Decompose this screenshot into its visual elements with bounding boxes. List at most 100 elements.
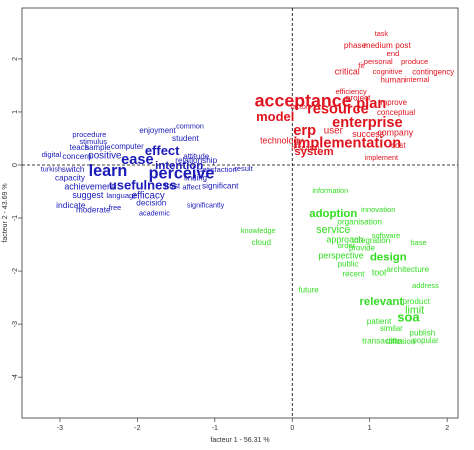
- word: result: [234, 164, 253, 173]
- word: critical: [335, 67, 360, 77]
- word: academic: [139, 209, 170, 218]
- word: recent: [343, 269, 366, 278]
- word: effect: [145, 143, 180, 158]
- word: architecture: [386, 265, 429, 274]
- plot-frame: [21, 7, 459, 419]
- word: diffusion: [386, 337, 415, 346]
- word: patient: [367, 317, 392, 326]
- word: end: [387, 49, 400, 58]
- y-tick-label: 2: [12, 57, 19, 61]
- word: model: [256, 109, 294, 124]
- word: satisfaction: [199, 165, 237, 174]
- word: address: [412, 281, 439, 290]
- y-tick-label: -4: [12, 374, 19, 380]
- word: design: [370, 251, 407, 263]
- word: factor: [290, 102, 309, 111]
- y-axis-title: facteur 2 - 43.69 %: [2, 183, 9, 242]
- word: knowledge: [241, 226, 276, 235]
- word: soa: [397, 310, 420, 325]
- word: trust: [164, 181, 181, 190]
- word: computer: [111, 142, 144, 151]
- y-tick-label: 0: [12, 163, 19, 167]
- word: improve: [379, 98, 408, 107]
- word: turkish: [41, 165, 62, 174]
- word: finding: [184, 173, 207, 182]
- word: service: [316, 224, 350, 236]
- word: similar: [380, 324, 403, 333]
- word: significant: [202, 181, 239, 190]
- word: conceptual: [377, 108, 415, 117]
- word: company: [377, 128, 413, 138]
- word: adoption: [309, 208, 357, 220]
- word: future: [298, 285, 319, 294]
- word: learn: [89, 162, 128, 180]
- word: post: [395, 41, 411, 50]
- word: implement: [365, 153, 398, 162]
- word: medium: [364, 41, 393, 50]
- word: suggest: [72, 190, 103, 200]
- word: human: [380, 75, 405, 84]
- x-tick-label: 0: [290, 425, 294, 432]
- word: decision: [136, 198, 166, 207]
- word: provide: [349, 243, 375, 252]
- word: free: [109, 203, 121, 212]
- word: intention: [155, 160, 203, 172]
- word: user: [324, 126, 344, 137]
- word: perceive: [149, 164, 215, 182]
- word: positive: [88, 151, 122, 162]
- word: organisation: [337, 217, 382, 226]
- word: popular: [412, 336, 439, 345]
- word: concern: [62, 152, 92, 161]
- y-tick-label: 1: [12, 110, 19, 114]
- word: phase: [344, 41, 367, 50]
- word: relationship: [175, 156, 217, 165]
- word: capacity: [55, 173, 86, 182]
- word: usefulness: [109, 178, 177, 193]
- x-tick-label: 2: [445, 425, 449, 432]
- word: enterprise: [332, 115, 403, 131]
- word: order: [338, 241, 356, 250]
- word: tool: [372, 268, 386, 278]
- word: procedure: [72, 130, 106, 139]
- y-tick-label: -1: [12, 215, 19, 221]
- word: cost: [391, 141, 406, 150]
- word: switch: [62, 165, 85, 174]
- word: information: [312, 186, 348, 195]
- word: moderate: [76, 205, 111, 214]
- word: contingency: [412, 67, 454, 76]
- word: research: [291, 143, 319, 152]
- y-tick-label: -3: [12, 321, 19, 327]
- word: cloud: [252, 238, 272, 247]
- x-axis-title: facteur 1 - 56.31 %: [210, 437, 269, 444]
- word: significantly: [187, 201, 225, 210]
- word: resource: [307, 102, 369, 118]
- y-tick-label: -2: [12, 268, 19, 274]
- word: acceptance: [255, 91, 352, 111]
- word: integration: [352, 236, 391, 245]
- word: plan: [356, 96, 386, 112]
- x-tick-label: -2: [134, 425, 140, 432]
- word: technology: [260, 135, 303, 145]
- word: system: [294, 146, 333, 158]
- word: personal: [364, 57, 393, 66]
- word: cognitive: [373, 67, 403, 76]
- word: achievement: [64, 182, 115, 192]
- x-tick-label: -1: [212, 425, 218, 432]
- x-tick-label: 1: [368, 425, 372, 432]
- word: ease: [121, 152, 153, 168]
- word: common: [176, 122, 204, 131]
- word: efficacy: [132, 190, 165, 201]
- word: relevant: [359, 296, 403, 308]
- word: sample: [85, 143, 111, 152]
- word: product: [403, 297, 431, 306]
- word: internal: [405, 75, 430, 84]
- word: language: [106, 191, 137, 200]
- word: produce: [401, 57, 428, 66]
- word: indicate: [56, 200, 86, 210]
- word: digital: [42, 150, 62, 159]
- word: stimulus: [79, 137, 107, 146]
- word: innovation: [361, 205, 395, 214]
- word: transaction: [362, 336, 402, 345]
- word: project: [346, 93, 371, 102]
